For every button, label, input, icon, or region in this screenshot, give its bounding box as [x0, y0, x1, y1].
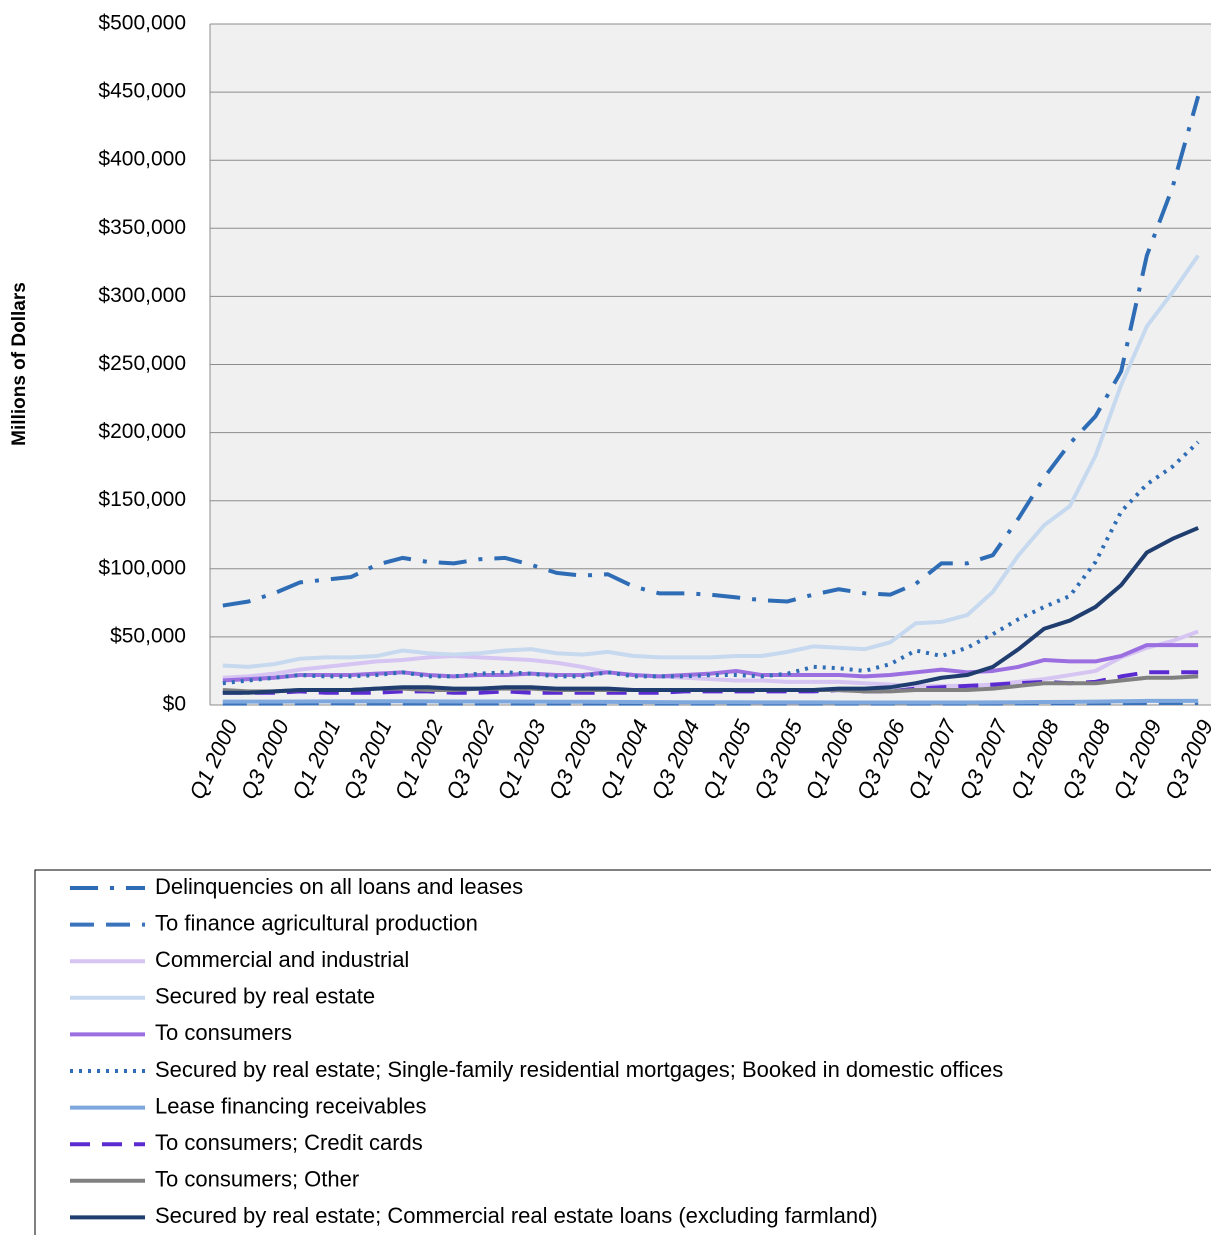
legend-label: Lease financing receivables — [155, 1093, 427, 1118]
legend-label: To consumers — [155, 1020, 292, 1045]
x-tick-label: Q3 2006 — [852, 715, 911, 803]
y-tick-label: $200,000 — [98, 420, 186, 443]
y-axis-label: Millions of Dollars — [9, 282, 30, 446]
legend-label: To finance agricultural production — [155, 910, 478, 935]
x-tick-label: Q3 2002 — [441, 716, 499, 803]
x-tick-label: Q3 2007 — [954, 715, 1013, 803]
series-line — [222, 440, 1200, 686]
series-line — [222, 698, 1199, 705]
x-tick-label: Q3 2004 — [646, 716, 704, 803]
series-line — [222, 254, 1200, 669]
y-tick-label: $350,000 — [98, 216, 186, 239]
x-tick-label: Q3 2008 — [1057, 715, 1116, 803]
x-tick-label: Q1 2002 — [390, 716, 448, 803]
y-tick-label: $0 — [163, 693, 186, 716]
x-tick-label: Q1 2005 — [698, 715, 757, 803]
legend-label: Secured by real estate — [155, 984, 375, 1009]
legend-label: Commercial and industrial — [155, 947, 409, 972]
legend-box — [34, 869, 1211, 1235]
legend-label: Secured by real estate; Commercial real … — [155, 1203, 878, 1228]
x-tick-label: Q3 2000 — [236, 715, 295, 803]
series-line — [222, 95, 1201, 608]
x-tick-label: Q1 2007 — [903, 715, 962, 803]
y-tick-label: $150,000 — [98, 488, 186, 511]
y-tick-label: $300,000 — [98, 284, 186, 307]
y-tick-label: $450,000 — [98, 80, 186, 103]
x-tick-label: Q1 2001 — [287, 716, 345, 803]
x-tick-label: Q1 2000 — [184, 715, 243, 803]
y-tick-label: $50,000 — [110, 624, 186, 647]
x-tick-label: Q3 2009 — [1160, 716, 1211, 803]
y-tick-label: $400,000 — [98, 148, 186, 171]
y-tick-label: $250,000 — [98, 352, 186, 375]
x-tick-label: Q3 2001 — [338, 716, 396, 803]
y-tick-label: $500,000 — [98, 12, 186, 35]
x-tick-label: Q1 2004 — [595, 716, 653, 803]
legend-label: Delinquencies on all loans and leases — [155, 874, 523, 899]
x-tick-label: Q1 2003 — [492, 715, 551, 803]
legend-label: To consumers; Other — [155, 1167, 359, 1192]
legend-label: Secured by real estate; Single-family re… — [155, 1057, 1003, 1082]
legend-label: To consumers; Credit cards — [155, 1130, 423, 1155]
series-line — [222, 526, 1199, 695]
x-tick-label: Q1 2006 — [800, 715, 859, 803]
y-tick-label: $100,000 — [98, 556, 186, 579]
x-tick-label: Q1 2008 — [1006, 715, 1065, 803]
series-line — [222, 629, 1199, 688]
x-tick-label: Q3 2005 — [749, 715, 808, 803]
x-tick-label: Q1 2009 — [1108, 716, 1166, 803]
x-tick-label: Q3 2003 — [544, 715, 603, 803]
